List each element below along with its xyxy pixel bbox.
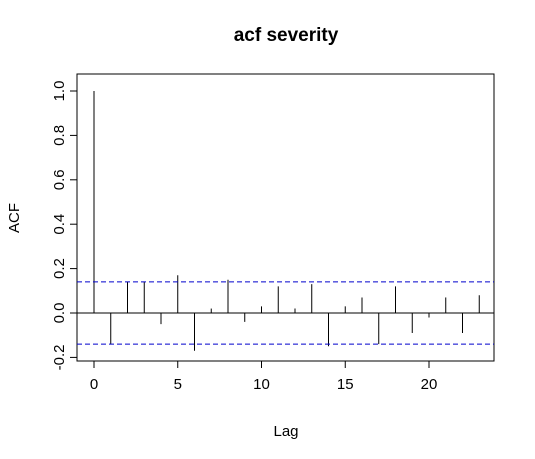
- x-tick-label: 20: [421, 376, 438, 393]
- y-tick-label: 1.0: [51, 81, 68, 102]
- x-tick-label: 10: [253, 376, 270, 393]
- y-tick-label: -0.2: [51, 344, 68, 370]
- plot-frame: [76, 73, 495, 362]
- y-tick-label: 0.4: [51, 214, 68, 235]
- y-tick-label: 0.8: [51, 125, 68, 146]
- y-tick-label: 0.0: [51, 303, 68, 324]
- y-tick-label: 0.6: [51, 169, 68, 190]
- y-tick-label: 0.2: [51, 258, 68, 279]
- chart-title: acf severity: [234, 25, 339, 46]
- y-axis: -0.2 0.0 0.2 0.4 0.6 0.8 1.0: [51, 81, 77, 370]
- acf-bars: [93, 91, 480, 351]
- x-axis-label: Lag: [273, 423, 298, 440]
- x-tick-label: 5: [174, 376, 182, 393]
- x-tick-label: 0: [90, 376, 98, 393]
- y-axis-label: ACF: [6, 203, 23, 233]
- x-axis: 0 5 10 15 20: [90, 361, 438, 393]
- x-tick-label: 15: [337, 376, 354, 393]
